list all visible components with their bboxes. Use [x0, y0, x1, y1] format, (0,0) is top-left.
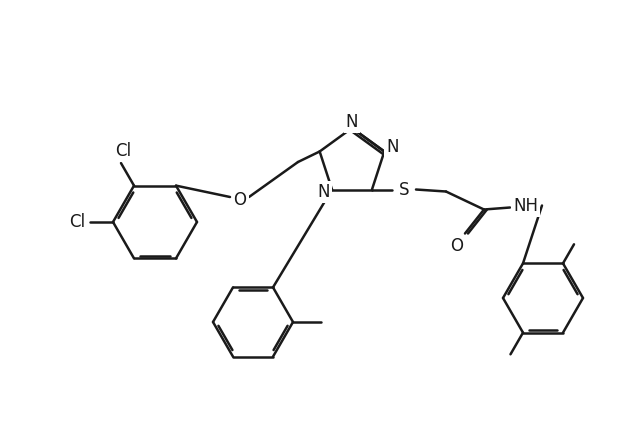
Text: S: S — [399, 181, 409, 198]
Text: Cl: Cl — [115, 142, 131, 160]
Text: O: O — [234, 191, 246, 209]
Text: N: N — [346, 113, 358, 131]
Text: Cl: Cl — [69, 213, 85, 231]
Text: NH: NH — [513, 197, 538, 214]
Text: N: N — [386, 138, 399, 157]
Text: O: O — [451, 237, 463, 254]
Text: N: N — [318, 183, 330, 201]
